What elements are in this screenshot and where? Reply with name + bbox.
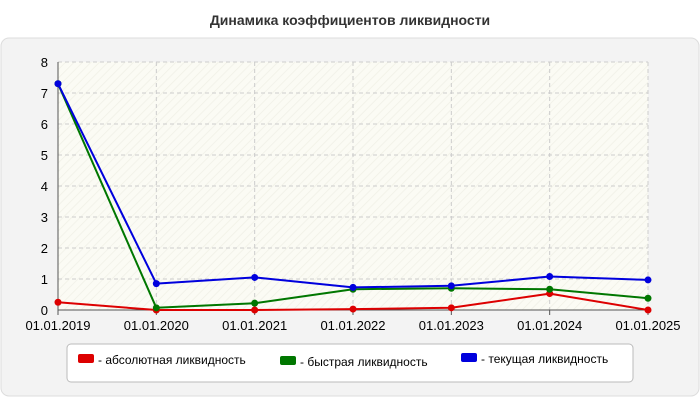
x-tick-label: 01.01.2020 (124, 318, 189, 333)
quick-liquidity-point (644, 294, 652, 302)
absolute-liquidity-point (447, 304, 455, 312)
x-tick-label: 01.01.2025 (615, 318, 680, 333)
absolute-liquidity-point (349, 305, 357, 313)
legend-box (66, 343, 634, 383)
current-liquidity-point (546, 273, 554, 281)
current-liquidity-point (251, 273, 259, 281)
x-tick-label: 01.01.2022 (320, 318, 385, 333)
absolute-liquidity-point (54, 298, 62, 306)
x-tick-label: 01.01.2023 (419, 318, 484, 333)
y-tick-label: 5 (41, 148, 48, 163)
x-tick-label: 01.01.2019 (25, 318, 90, 333)
y-tick-label: 1 (41, 272, 48, 287)
quick-liquidity-point (251, 299, 259, 307)
chart-title: Динамика коэффициентов ликвидности (210, 12, 490, 28)
current-liquidity-point (152, 280, 160, 288)
quick-liquidity-point (152, 304, 160, 312)
legend-label-current: - текущая ликвидность (481, 352, 608, 366)
legend-swatch-absolute (78, 354, 94, 363)
y-tick-label: 8 (41, 55, 48, 70)
current-liquidity-point (349, 283, 357, 291)
legend-label-quick: - быстрая ликвидность (300, 355, 428, 369)
legend-swatch-quick (280, 356, 296, 365)
y-tick-label: 0 (41, 303, 48, 318)
y-tick-label: 2 (41, 241, 48, 256)
x-tick-label: 01.01.2024 (517, 318, 582, 333)
x-tick-label: 01.01.2021 (222, 318, 287, 333)
legend-swatch-current (461, 353, 477, 362)
y-tick-label: 4 (41, 179, 48, 194)
tick-labels: 0 1 2 3 4 5 6 7 8 01.01.2019 01.01.2020 01.01.2021 0… (25, 55, 680, 333)
absolute-liquidity-point (644, 306, 652, 314)
y-tick-label: 6 (41, 117, 48, 132)
current-liquidity-point (644, 276, 652, 284)
absolute-liquidity-point (251, 306, 259, 314)
series-lines (54, 80, 652, 314)
current-liquidity-point (54, 80, 62, 88)
quick-liquidity-point (546, 285, 554, 293)
y-tick-label: 3 (41, 210, 48, 225)
gridlines (58, 61, 649, 310)
y-tick-label: 7 (41, 86, 48, 101)
legend-label-absolute: - абсолютная ликвидность (98, 353, 246, 367)
current-liquidity-point (447, 282, 455, 290)
legend: - абсолютная ликвидность - быстрая ликви… (66, 343, 634, 383)
